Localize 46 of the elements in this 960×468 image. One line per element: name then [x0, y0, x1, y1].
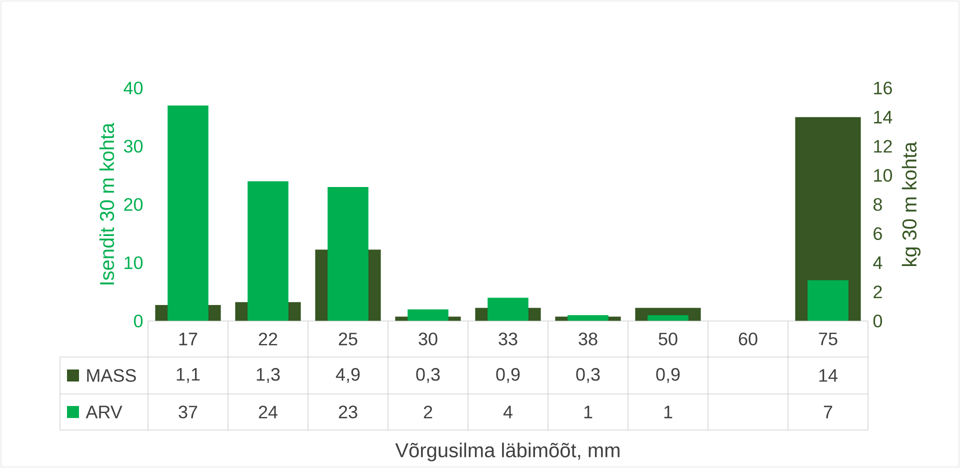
bar — [648, 315, 688, 321]
x-tick-label: 75 — [818, 332, 838, 346]
x-tick-label: 30 — [418, 332, 438, 346]
y-tick-label: 0 — [134, 314, 143, 328]
data-label: 1 — [664, 406, 672, 418]
x-tick-label: 22 — [258, 332, 278, 346]
y2-tick-label: 10 — [874, 169, 892, 182]
y2-tick-label: 4 — [873, 256, 882, 269]
data-label: 37 — [178, 406, 198, 418]
y2-tick-label: 14 — [874, 110, 892, 124]
x-axis-title: Võrgusilma läbimõõt, mm — [395, 442, 620, 462]
y-axis-title: Isendit 30 m kohta — [99, 122, 114, 284]
y-tick-label: 10 — [124, 256, 143, 270]
bar — [808, 280, 848, 321]
data-label: 4 — [503, 406, 512, 418]
data-label: 0,3 — [576, 368, 600, 383]
x-tick-label: 38 — [578, 332, 598, 346]
legend-label: MASS — [87, 369, 136, 382]
x-tick-label: 50 — [658, 332, 678, 346]
data-label: 4,9 — [336, 368, 360, 383]
y2-tick-label: 2 — [874, 286, 882, 298]
data-label: 0,3 — [416, 368, 440, 383]
legend-label: ARV — [86, 406, 122, 418]
x-tick-label: 25 — [338, 332, 358, 346]
y-tick-label: 40 — [124, 82, 143, 94]
x-tick-label: 33 — [498, 332, 518, 346]
x-tick-label: 17 — [179, 332, 198, 346]
y2-axis-title: kg 30 m kohta — [902, 142, 921, 266]
y-tick-label: 20 — [124, 198, 143, 211]
y2-tick-label: 16 — [874, 82, 892, 94]
y2-tick-label: 8 — [873, 198, 882, 211]
x-tick-label: 60 — [738, 332, 758, 346]
data-label: 1,1 — [176, 368, 200, 383]
data-label: 2 — [424, 406, 432, 418]
data-label: 24 — [258, 406, 278, 418]
data-label: 1,3 — [256, 368, 280, 383]
y2-tick-label: 12 — [874, 140, 892, 153]
data-label: 23 — [338, 406, 358, 418]
y2-tick-label: 6 — [874, 227, 882, 240]
data-label: 0,9 — [496, 368, 520, 383]
data-label: 7 — [824, 406, 832, 418]
y-tick-label: 30 — [124, 140, 143, 153]
data-label: 14 — [819, 369, 838, 382]
y2-tick-label: 0 — [873, 314, 882, 328]
data-label: 0,9 — [656, 368, 680, 383]
data-label: 1 — [584, 406, 592, 418]
